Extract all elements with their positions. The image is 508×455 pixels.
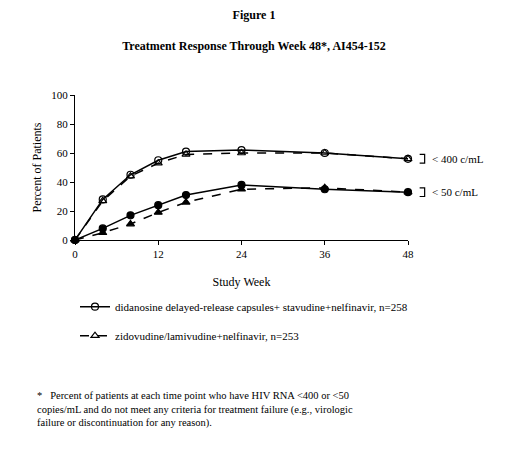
svg-text:60: 60 bbox=[57, 147, 69, 159]
svg-text:100: 100 bbox=[51, 89, 68, 101]
svg-text:12: 12 bbox=[153, 248, 164, 260]
svg-text:48: 48 bbox=[403, 248, 415, 260]
svg-text:< 50 c/mL: < 50 c/mL bbox=[432, 186, 478, 198]
svg-text:< 400 c/mL: < 400 c/mL bbox=[432, 153, 484, 165]
svg-text:didanosine delayed-release cap: didanosine delayed-release capsules+ sta… bbox=[115, 301, 408, 313]
svg-text:20: 20 bbox=[57, 205, 69, 217]
svg-text:36: 36 bbox=[319, 248, 331, 260]
svg-text:24: 24 bbox=[236, 248, 248, 260]
svg-text:* Percent of patients at eac: * Percent of patients at each time point… bbox=[37, 390, 353, 429]
svg-text:zidovudine/lamivudine+nelfinav: zidovudine/lamivudine+nelfinavir, n=253 bbox=[115, 330, 299, 342]
svg-text:80: 80 bbox=[57, 118, 69, 130]
svg-text:0: 0 bbox=[72, 248, 78, 260]
svg-text:Study Week: Study Week bbox=[213, 275, 271, 289]
svg-text:Percent of Patients: Percent of Patients bbox=[30, 122, 44, 212]
svg-text:Figure 1Treatment Response Thr: Figure 1Treatment Response Through Week … bbox=[122, 8, 386, 53]
svg-text:0: 0 bbox=[62, 234, 68, 246]
svg-text:40: 40 bbox=[57, 176, 69, 188]
